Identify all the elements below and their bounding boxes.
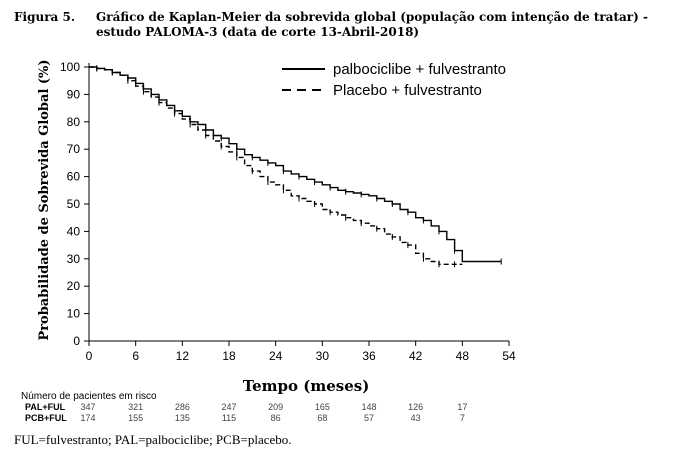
risk-count: 126 (408, 402, 423, 412)
x-tick-label: 54 (502, 349, 516, 363)
legend: palbociclibe + fulvestranto Placebo + ful… (282, 61, 506, 99)
x-tick-label: 12 (176, 349, 190, 363)
risk-count: 135 (175, 413, 190, 423)
y-tick-label: 20 (67, 279, 81, 293)
x-tick-label: 24 (269, 349, 283, 363)
footnote: FUL=fulvestranto; PAL=palbociclibe; PCB=… (14, 432, 292, 447)
risk-count: 86 (271, 413, 281, 423)
risk-count: 43 (411, 413, 421, 423)
risk-count: 347 (80, 402, 95, 412)
risk-count: 7 (460, 413, 465, 423)
kaplan-meier-chart: 0 10 20 30 40 50 60 70 80 90 100 0 6 12 18 24 30 36 42 48 54… (21, 59, 516, 423)
y-tick-label: 40 (67, 224, 81, 238)
risk-count: 155 (128, 413, 143, 423)
risk-table-title: Número de pacientes em risco (21, 391, 157, 402)
risk-count: 247 (221, 402, 236, 412)
risk-count: 286 (175, 402, 190, 412)
x-tick-label: 18 (222, 349, 236, 363)
x-tick-label: 6 (132, 349, 139, 363)
y-tick-label: 0 (73, 334, 80, 348)
x-tick-label: 30 (316, 349, 330, 363)
y-tick-label: 50 (67, 197, 81, 211)
y-tick-label: 30 (67, 252, 81, 266)
legend-label-series-1: palbociclibe + fulvestranto (333, 61, 506, 78)
risk-count: 165 (315, 402, 330, 412)
y-tick-label: 90 (67, 87, 81, 101)
x-tick-label: 36 (362, 349, 376, 363)
plot-area (89, 65, 502, 268)
y-axis-label: Probabilidade de Sobrevida Global (%) (37, 59, 52, 340)
risk-count: 57 (364, 413, 374, 423)
x-tick-label: 48 (456, 349, 470, 363)
risk-count: 209 (268, 402, 283, 412)
x-tick-label: 0 (86, 349, 93, 363)
risk-count: 115 (222, 413, 236, 423)
survival-curve-series-1 (89, 66, 502, 263)
y-tick-label: 70 (67, 142, 81, 156)
risk-count: 17 (457, 402, 467, 412)
survival-curve-series-2 (89, 66, 463, 265)
y-tick-label: 60 (67, 170, 81, 184)
y-tick-label: 80 (67, 115, 81, 129)
legend-label-series-2: Placebo + fulvestranto (333, 82, 482, 99)
x-tick-label: 42 (409, 349, 423, 363)
risk-row-label: PAL+FUL (25, 402, 66, 412)
y-tick-label: 10 (67, 307, 81, 321)
risk-count: 68 (317, 413, 327, 423)
figure-label: Figura 5. (14, 10, 75, 24)
chart-axes: 0 10 20 30 40 50 60 70 80 90 100 0 6 12 18 24 30 36 42 48 54 (60, 60, 516, 363)
y-tick-label: 100 (60, 60, 80, 74)
risk-row-label: PCB+FUL (25, 413, 67, 423)
risk-count: 174 (80, 413, 95, 423)
risk-count: 321 (128, 402, 143, 412)
risk-count: 148 (361, 402, 376, 412)
x-axis-label: Tempo (meses) (243, 377, 370, 395)
figure-title: Gráfico de Kaplan-Meier da sobrevida glo… (96, 10, 648, 39)
